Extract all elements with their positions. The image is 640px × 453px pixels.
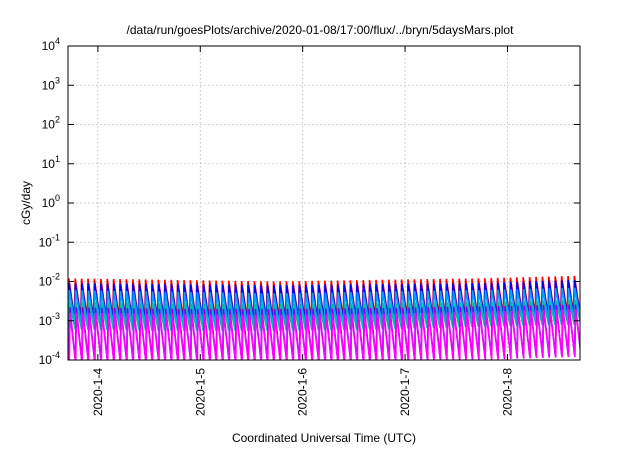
y-tick-base: 10 [42,196,56,210]
x-axis: 2020-1-4 2020-1-5 2020-1-6 2020-1-7 2020-1-8 [91,46,514,416]
x-tick-label: 2020-1-5 [193,368,207,416]
y-tick-base: 10 [42,157,56,171]
x-axis-label: Coordinated Universal Time (UTC) [232,431,416,445]
y-tick-label: 10-2 [39,272,60,289]
y-tick-label: 104 [42,36,60,53]
y-tick-exponent: -3 [52,311,60,321]
y-tick-base: 10 [39,275,53,289]
y-tick-label: 103 [42,75,60,92]
series-line [68,299,580,332]
y-tick-label: 101 [42,154,60,171]
y-tick-exponent: 2 [55,115,60,125]
x-tick-label: 2020-1-6 [296,368,310,416]
x-tick-label: 2020-1-7 [398,368,412,416]
x-tick-label: 2020-1-4 [91,368,105,416]
chart-title: /data/run/goesPlots/archive/2020-01-08/1… [127,23,515,37]
series-line [68,287,580,327]
y-tick-label: 10-3 [39,311,60,328]
y-tick-base: 10 [42,39,56,53]
y-axis-label: cGy/day [19,181,33,225]
y-tick-base: 10 [39,235,53,249]
y-tick-exponent: -4 [52,350,60,360]
series-layer [68,275,580,360]
y-tick-base: 10 [39,353,53,367]
y-tick-exponent: 4 [55,36,60,46]
y-tick-label: 10-4 [39,350,60,367]
y-tick-label: 102 [42,115,60,132]
y-tick-exponent: 0 [55,193,60,203]
y-tick-base: 10 [42,78,56,92]
y-tick-exponent: -1 [52,232,60,242]
series-line [68,309,580,360]
y-tick-base: 10 [39,314,53,328]
y-tick-label: 10-1 [39,232,60,249]
y-tick-exponent: -2 [52,272,60,282]
y-tick-exponent: 1 [55,154,60,164]
x-tick-label: 2020-1-8 [500,368,514,416]
y-tick-exponent: 3 [55,75,60,85]
y-tick-base: 10 [42,118,56,132]
y-tick-label: 100 [42,193,60,210]
